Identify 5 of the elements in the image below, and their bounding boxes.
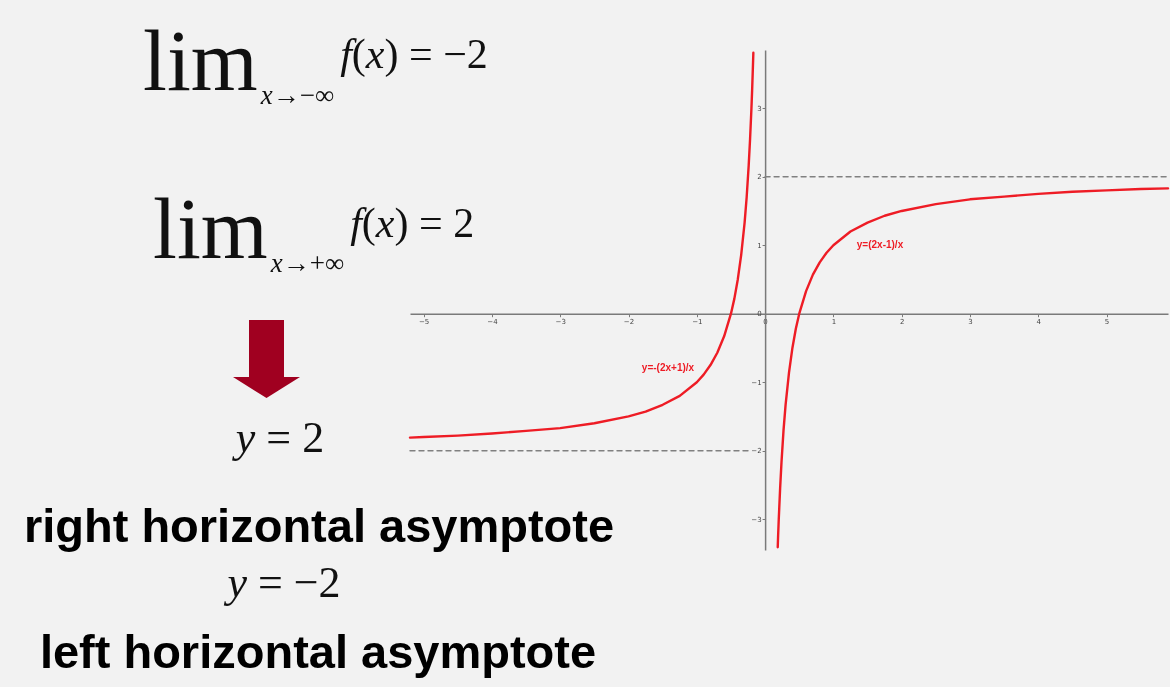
line-series bbox=[776, 187, 1170, 549]
text: left horizontal asymptote bbox=[39, 625, 597, 678]
annotation: right horizontal asymptote bbox=[23, 499, 615, 552]
annotation: y=-(2x+1)/x bbox=[641, 362, 695, 373]
annotation: y=(2x-1)/x bbox=[856, 239, 904, 250]
